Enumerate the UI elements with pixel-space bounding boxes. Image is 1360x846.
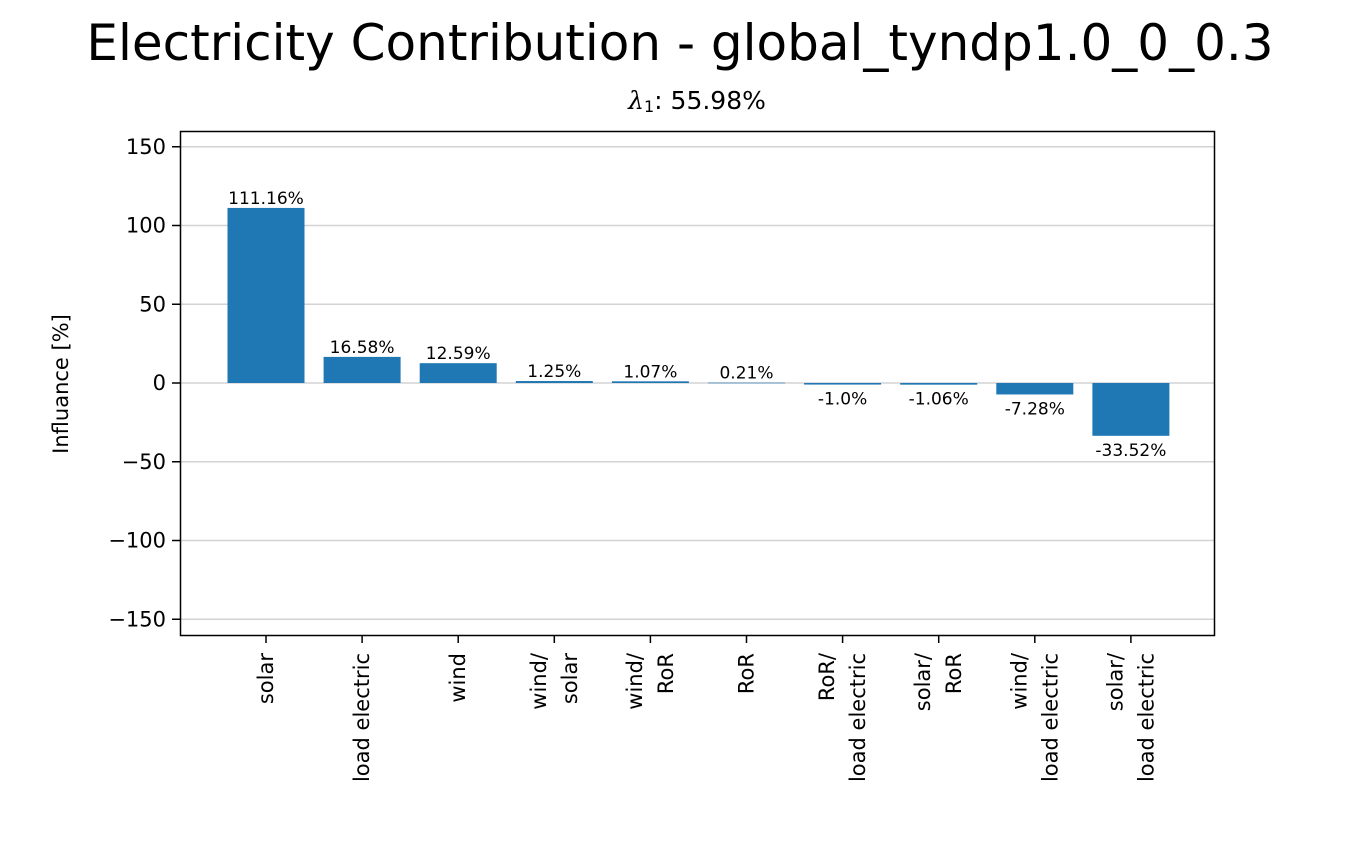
bar	[515, 381, 593, 383]
x-tick-label: wind/load electric	[1007, 652, 1062, 782]
lambda-subscript: 1	[643, 97, 655, 116]
x-tick-label: RoR	[735, 653, 759, 694]
x-tick-label-line: load electric	[1134, 653, 1158, 782]
x-tick-label-line: solar	[254, 653, 278, 704]
x-tick-label: solar/RoR	[911, 652, 966, 711]
bar-value-label: 0.21%	[719, 364, 773, 384]
bar-value-label: 12.59%	[426, 344, 491, 364]
y-tick-label: 50	[139, 292, 166, 316]
x-tick-label-line: RoR/	[815, 652, 839, 701]
bar-value-label: 1.25%	[527, 362, 581, 382]
y-tick-label: −100	[108, 529, 166, 553]
chart-title: Electricity Contribution - global_tyndp1…	[86, 14, 1274, 72]
y-tick-label: −150	[108, 607, 166, 631]
x-tick-label-line: wind/	[1007, 652, 1031, 710]
x-tick-label-line: solar/	[1103, 652, 1127, 711]
bar-value-label: 111.16%	[228, 189, 304, 209]
x-tick-label-line: load electric	[846, 653, 870, 782]
y-tick-label: −50	[122, 450, 166, 474]
x-tick-label-line: wind/	[623, 652, 647, 710]
x-tick-label-line: load electric	[1038, 653, 1062, 782]
x-axis: solar load electric wind wind/solar wind/RoR…	[254, 635, 1158, 782]
x-tick-label: RoR/load electric	[815, 652, 870, 782]
y-tick-label: 100	[126, 214, 166, 238]
bar-value-label: -33.52%	[1095, 441, 1166, 461]
x-tick-label-line: RoR	[942, 653, 966, 694]
bar	[996, 383, 1074, 395]
x-tick-label-line: wind/	[527, 652, 551, 710]
y-tick-label: 0	[153, 371, 166, 395]
x-tick-label-line: solar/	[911, 652, 935, 711]
bar	[804, 383, 882, 385]
x-tick-label: wind/solar	[527, 652, 582, 710]
bar-value-label: 16.58%	[330, 338, 395, 358]
x-tick-label: load electric	[350, 653, 374, 782]
y-axis-label: Influance [%]	[49, 314, 73, 454]
x-tick-label: wind/RoR	[623, 652, 678, 710]
x-tick-label-line: wind	[446, 653, 470, 703]
bar	[323, 356, 401, 383]
bar	[1092, 383, 1170, 436]
x-tick-label-line: RoR	[654, 653, 678, 694]
x-tick-label: wind	[446, 653, 470, 703]
bar-value-label: -1.06%	[909, 390, 969, 410]
bar-value-label: 1.07%	[623, 362, 677, 382]
subtitle-value: : 55.98%	[654, 86, 766, 115]
plot-frame	[179, 130, 1216, 637]
bar	[419, 363, 497, 383]
bar-labels: 111.16% 16.58% 12.59% 1.25% 1.07% 0.21% -1.0% -…	[228, 189, 1166, 461]
bar	[708, 382, 785, 384]
y-tick-label: 150	[126, 135, 166, 159]
x-tick-label-line: load electric	[350, 653, 374, 782]
x-tick-label: solar	[254, 653, 278, 704]
chart-subtitle: λ1: 55.98%	[180, 86, 1214, 116]
bar	[227, 207, 305, 383]
bar-value-label: -7.28%	[1005, 399, 1065, 419]
bar	[900, 383, 978, 385]
x-tick-label-line: RoR	[735, 653, 759, 694]
bar-value-label: -1.0%	[818, 390, 867, 410]
bar	[611, 381, 689, 383]
x-tick-label-line: solar	[558, 653, 582, 704]
lambda-symbol: λ	[628, 86, 644, 115]
y-axis: 150 100 50 0 −50 −100 −150	[108, 135, 180, 631]
bars	[227, 207, 1170, 436]
x-tick-label: solar/load electric	[1103, 652, 1158, 782]
